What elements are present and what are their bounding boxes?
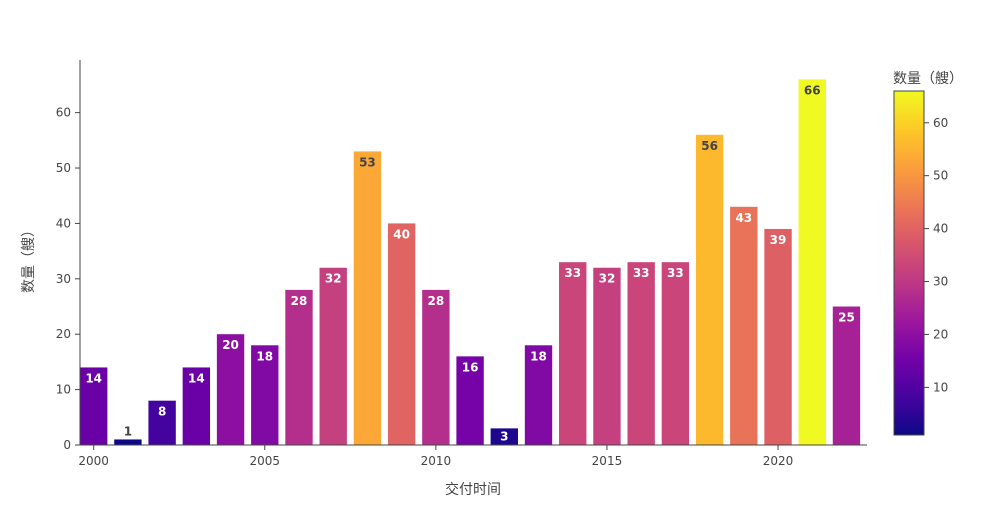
bar-label-2012: 3: [500, 430, 508, 444]
bar-2004[interactable]: [216, 334, 245, 445]
x-axis-ticks: 2000 2005 2010 2015 2020: [78, 445, 793, 468]
colorbar-gradient: [893, 90, 925, 436]
y-tick-label: 40: [56, 216, 71, 230]
bar-2003[interactable]: [182, 367, 211, 445]
bar-label-2016: 33: [633, 266, 650, 280]
bar-label-2000: 14: [85, 371, 102, 385]
bar-label-2004: 20: [222, 338, 239, 352]
y-tick-label: 60: [56, 106, 71, 120]
bar-label-2006: 28: [291, 294, 308, 308]
bar-label-2001: 1: [124, 424, 132, 438]
bar-2008[interactable]: [353, 151, 382, 445]
bar-2012[interactable]: [490, 428, 518, 445]
bar-label-2021: 66: [804, 83, 821, 97]
colorbar-tick-label: 10: [933, 380, 948, 394]
bar-label-2020: 39: [770, 233, 787, 247]
colorbar-ticks: 10 20 30 40 50 60: [924, 116, 948, 394]
y-tick-label: 30: [56, 272, 71, 286]
bar-label-2009: 40: [393, 227, 410, 241]
bar-2014[interactable]: [559, 262, 587, 445]
bar-label-2014: 33: [564, 266, 581, 280]
bar-2022[interactable]: [832, 306, 861, 445]
colorbar-tick-label: 40: [933, 222, 948, 236]
colorbar-tick-label: 60: [933, 116, 948, 130]
x-tick-label: 2015: [592, 454, 623, 468]
bar-2009[interactable]: [387, 223, 416, 445]
bar-label-2017: 33: [667, 266, 684, 280]
bar-label-2007: 32: [325, 272, 342, 286]
bar-2016[interactable]: [627, 262, 655, 445]
x-tick-label: 2000: [78, 454, 109, 468]
bar-label-2008: 53: [359, 155, 376, 169]
bar-2011[interactable]: [456, 356, 484, 445]
bar-2010[interactable]: [422, 289, 450, 445]
bar-2015[interactable]: [593, 267, 621, 445]
y-axis-title: 数量（艘）: [21, 223, 37, 293]
colorbar: 数量（艘）: [893, 71, 963, 436]
bar-2005[interactable]: [251, 345, 279, 445]
bar-2006[interactable]: [285, 289, 313, 445]
bars: [80, 79, 861, 445]
x-tick-label: 2005: [250, 454, 281, 468]
bar-2018[interactable]: [695, 134, 724, 445]
bar-2020[interactable]: [764, 228, 792, 445]
x-tick-label: 2010: [421, 454, 452, 468]
bar-2017[interactable]: [661, 262, 690, 445]
y-tick-label: 20: [56, 327, 71, 341]
bar-label-2013: 18: [530, 349, 547, 363]
y-tick-label: 10: [56, 383, 71, 397]
bar-2002[interactable]: [148, 400, 176, 445]
bar-label-2011: 16: [462, 360, 479, 374]
bar-2007[interactable]: [319, 267, 347, 445]
bar-label-2019: 43: [735, 211, 752, 225]
y-tick-label: 50: [56, 161, 71, 175]
bar-2021[interactable]: [798, 79, 826, 445]
bar-2019[interactable]: [730, 206, 758, 445]
bar-2000[interactable]: [80, 367, 108, 445]
bar-label-2010: 28: [428, 294, 445, 308]
colorbar-tick-label: 20: [933, 327, 948, 341]
bar-label-2005: 18: [256, 349, 273, 363]
colorbar-tick-label: 50: [933, 169, 948, 183]
x-axis-title: 交付时间: [445, 481, 501, 498]
bar-label-2003: 14: [188, 371, 205, 385]
bar-2001[interactable]: [114, 439, 142, 445]
colorbar-title: 数量（艘）: [893, 71, 963, 87]
axes: [79, 60, 867, 446]
bar-2013[interactable]: [524, 345, 553, 445]
bar-label-2015: 32: [599, 272, 616, 286]
bar-label-2002: 8: [158, 405, 166, 419]
y-tick-label: 0: [63, 438, 71, 452]
y-axis-ticks: 0 10 20 30 40 50 60: [56, 106, 80, 452]
colorbar-tick-label: 30: [933, 275, 948, 289]
bar-label-2022: 25: [838, 311, 855, 325]
bar-label-2018: 56: [701, 139, 718, 153]
x-tick-label: 2020: [763, 454, 794, 468]
